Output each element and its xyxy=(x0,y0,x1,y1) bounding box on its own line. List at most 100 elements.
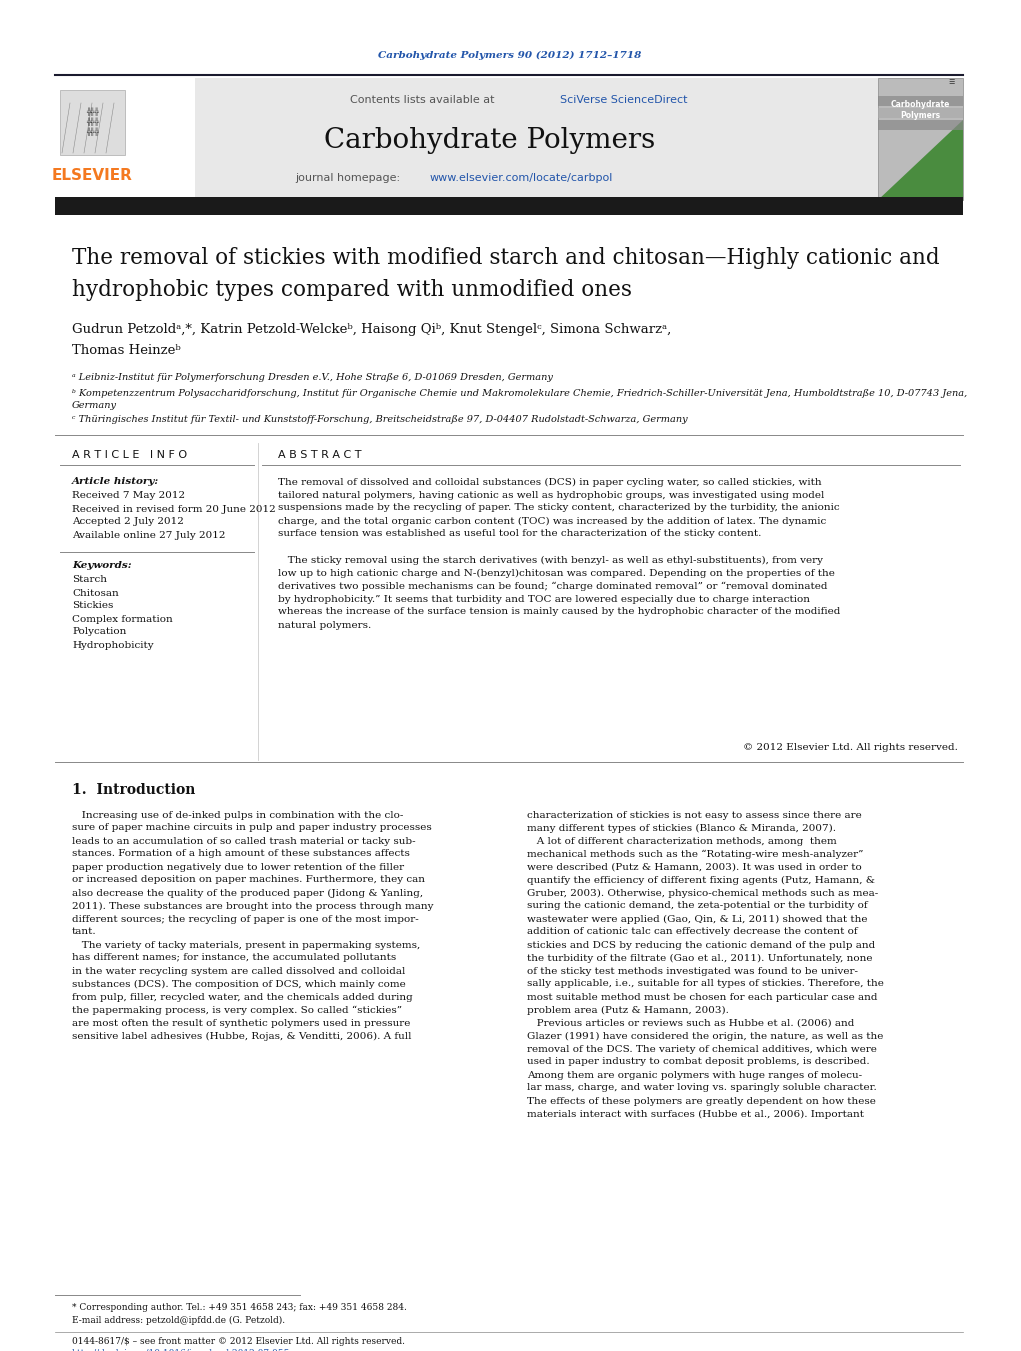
Text: Contents lists available at: Contents lists available at xyxy=(350,95,498,105)
Text: from pulp, filler, recycled water, and the chemicals added during: from pulp, filler, recycled water, and t… xyxy=(72,993,412,1001)
Text: Chitosan: Chitosan xyxy=(72,589,118,597)
Text: substances (DCS). The composition of DCS, which mainly come: substances (DCS). The composition of DCS… xyxy=(72,979,405,989)
Text: addition of cationic talc can effectively decrease the content of: addition of cationic talc can effectivel… xyxy=(527,928,858,936)
Text: in the water recycling system are called dissolved and colloidal: in the water recycling system are called… xyxy=(72,966,405,975)
Text: has different names; for instance, the accumulated pollutants: has different names; for instance, the a… xyxy=(72,954,396,962)
Bar xyxy=(55,78,963,200)
Text: many different types of stickies (Blanco & Miranda, 2007).: many different types of stickies (Blanco… xyxy=(527,824,836,832)
Text: The variety of tacky materials, present in papermaking systems,: The variety of tacky materials, present … xyxy=(72,940,421,950)
Text: Keywords:: Keywords: xyxy=(72,562,132,570)
Text: Increasing use of de-inked pulps in combination with the clo-: Increasing use of de-inked pulps in comb… xyxy=(72,811,403,820)
Text: surface tension was established as useful tool for the characterization of the s: surface tension was established as usefu… xyxy=(278,530,762,539)
Polygon shape xyxy=(878,120,963,200)
Text: charge, and the total organic carbon content (TOC) was increased by the addition: charge, and the total organic carbon con… xyxy=(278,516,826,526)
Text: problem area (Putz & Hamann, 2003).: problem area (Putz & Hamann, 2003). xyxy=(527,1005,729,1015)
Text: * Corresponding author. Tel.: +49 351 4658 243; fax: +49 351 4658 284.: * Corresponding author. Tel.: +49 351 46… xyxy=(72,1304,407,1313)
Text: tailored natural polymers, having cationic as well as hydrophobic groups, was in: tailored natural polymers, having cation… xyxy=(278,490,824,500)
Text: leads to an accumulation of so called trash material or tacky sub-: leads to an accumulation of so called tr… xyxy=(72,836,416,846)
Text: Stickies: Stickies xyxy=(72,601,113,611)
Text: ☰: ☰ xyxy=(949,78,955,85)
Text: ᵇ Kompetenzzentrum Polysaccharidforschung, Institut für Organische Chemie und Ma: ᵇ Kompetenzzentrum Polysaccharidforschun… xyxy=(72,389,967,397)
Text: materials interact with surfaces (Hubbe et al., 2006). Important: materials interact with surfaces (Hubbe … xyxy=(527,1109,864,1119)
Text: characterization of stickies is not easy to assess since there are: characterization of stickies is not easy… xyxy=(527,811,862,820)
Text: The sticky removal using the starch derivatives (with benzyl- as well as ethyl-s: The sticky removal using the starch deri… xyxy=(278,555,823,565)
Bar xyxy=(878,96,963,105)
Text: quantify the efficiency of different fixing agents (Putz, Hamann, &: quantify the efficiency of different fix… xyxy=(527,875,875,885)
Text: Among them are organic polymers with huge ranges of molecu-: Among them are organic polymers with hug… xyxy=(527,1070,862,1079)
Text: sensitive label adhesives (Hubbe, Rojas, & Venditti, 2006). A full: sensitive label adhesives (Hubbe, Rojas,… xyxy=(72,1031,411,1040)
Text: derivatives two possible mechanisms can be found; “charge dominated removal” or : derivatives two possible mechanisms can … xyxy=(278,581,827,590)
Text: Polycation: Polycation xyxy=(72,627,127,636)
Text: Carbohydrate
Polymers: Carbohydrate Polymers xyxy=(890,100,950,120)
Text: removal of the DCS. The variety of chemical additives, which were: removal of the DCS. The variety of chemi… xyxy=(527,1044,877,1054)
Bar xyxy=(60,91,125,155)
Text: SciVerse ScienceDirect: SciVerse ScienceDirect xyxy=(560,95,687,105)
Text: whereas the increase of the surface tension is mainly caused by the hydrophobic : whereas the increase of the surface tens… xyxy=(278,608,840,616)
Text: A lot of different characterization methods, among  them: A lot of different characterization meth… xyxy=(527,836,837,846)
Text: suring the cationic demand, the zeta-potential or the turbidity of: suring the cationic demand, the zeta-pot… xyxy=(527,901,868,911)
Text: Thomas Heinzeᵇ: Thomas Heinzeᵇ xyxy=(72,343,181,357)
Text: E-mail address: petzold@ipfdd.de (G. Petzold).: E-mail address: petzold@ipfdd.de (G. Pet… xyxy=(72,1316,285,1324)
Bar xyxy=(55,78,195,200)
Text: suspensions made by the recycling of paper. The sticky content, characterized by: suspensions made by the recycling of pap… xyxy=(278,504,839,512)
Text: or increased deposition on paper machines. Furthermore, they can: or increased deposition on paper machine… xyxy=(72,875,425,885)
Text: A B S T R A C T: A B S T R A C T xyxy=(278,450,361,459)
Text: http://dx.doi.org/10.1016/j.carbpol.2012.07.055: http://dx.doi.org/10.1016/j.carbpol.2012… xyxy=(72,1350,291,1351)
Text: Germany: Germany xyxy=(72,401,117,411)
Text: sally applicable, i.e., suitable for all types of stickies. Therefore, the: sally applicable, i.e., suitable for all… xyxy=(527,979,884,989)
Text: different sources; the recycling of paper is one of the most impor-: different sources; the recycling of pape… xyxy=(72,915,419,924)
Text: low up to high cationic charge and N-(benzyl)chitosan was compared. Depending on: low up to high cationic charge and N-(be… xyxy=(278,569,835,578)
Text: paper production negatively due to lower retention of the filler: paper production negatively due to lower… xyxy=(72,862,404,871)
Text: 0144-8617/$ – see front matter © 2012 Elsevier Ltd. All rights reserved.: 0144-8617/$ – see front matter © 2012 El… xyxy=(72,1337,405,1347)
Text: the papermaking process, is very complex. So called “stickies”: the papermaking process, is very complex… xyxy=(72,1005,402,1015)
Text: were described (Putz & Hamann, 2003). It was used in order to: were described (Putz & Hamann, 2003). It… xyxy=(527,862,862,871)
Text: The removal of stickies with modified starch and chitosan—Highly cationic and: The removal of stickies with modified st… xyxy=(72,247,939,269)
Text: of the sticky test methods investigated was found to be univer-: of the sticky test methods investigated … xyxy=(527,966,858,975)
Bar xyxy=(878,120,963,130)
Text: Carbohydrate Polymers: Carbohydrate Polymers xyxy=(325,127,655,154)
Text: used in paper industry to combat deposit problems, is described.: used in paper industry to combat deposit… xyxy=(527,1058,870,1066)
Text: Hydrophobicity: Hydrophobicity xyxy=(72,640,153,650)
Text: Previous articles or reviews such as Hubbe et al. (2006) and: Previous articles or reviews such as Hub… xyxy=(527,1019,855,1028)
Text: journal homepage:: journal homepage: xyxy=(295,173,400,182)
Text: 1.  Introduction: 1. Introduction xyxy=(72,784,195,797)
Text: Available online 27 July 2012: Available online 27 July 2012 xyxy=(72,531,226,539)
Text: Article history:: Article history: xyxy=(72,477,159,486)
Text: Received 7 May 2012: Received 7 May 2012 xyxy=(72,492,185,500)
Text: mechanical methods such as the “Rotating-wire mesh-analyzer”: mechanical methods such as the “Rotating… xyxy=(527,850,864,859)
Text: stickies and DCS by reducing the cationic demand of the pulp and: stickies and DCS by reducing the cationi… xyxy=(527,940,875,950)
Text: most suitable method must be chosen for each particular case and: most suitable method must be chosen for … xyxy=(527,993,877,1001)
Text: wastewater were applied (Gao, Qin, & Li, 2011) showed that the: wastewater were applied (Gao, Qin, & Li,… xyxy=(527,915,868,924)
Text: © 2012 Elsevier Ltd. All rights reserved.: © 2012 Elsevier Ltd. All rights reserved… xyxy=(743,743,958,753)
Text: 2011). These substances are brought into the process through many: 2011). These substances are brought into… xyxy=(72,901,434,911)
Bar xyxy=(878,78,963,200)
Text: sure of paper machine circuits in pulp and paper industry processes: sure of paper machine circuits in pulp a… xyxy=(72,824,432,832)
Text: are most often the result of synthetic polymers used in pressure: are most often the result of synthetic p… xyxy=(72,1019,410,1028)
Text: www.elsevier.com/locate/carbpol: www.elsevier.com/locate/carbpol xyxy=(430,173,614,182)
Text: natural polymers.: natural polymers. xyxy=(278,620,372,630)
Text: Starch: Starch xyxy=(72,576,107,585)
Text: also decrease the quality of the produced paper (Jidong & Yanling,: also decrease the quality of the produce… xyxy=(72,889,423,897)
Bar xyxy=(55,197,963,215)
Text: tant.: tant. xyxy=(72,928,97,936)
Bar xyxy=(878,108,963,118)
Text: Gudrun Petzoldᵃ,*, Katrin Petzold-Welckeᵇ, Haisong Qiᵇ, Knut Stengelᶜ, Simona Sc: Gudrun Petzoldᵃ,*, Katrin Petzold-Welcke… xyxy=(72,323,671,336)
Text: ᵃ Leibniz-Institut für Polymerforschung Dresden e.V., Hohe Straße 6, D-01069 Dre: ᵃ Leibniz-Institut für Polymerforschung … xyxy=(72,373,553,382)
Text: ╬╬╬
╬╬╬
╬╬╬: ╬╬╬ ╬╬╬ ╬╬╬ xyxy=(86,108,98,136)
Text: Received in revised form 20 June 2012: Received in revised form 20 June 2012 xyxy=(72,504,276,513)
Text: stances. Formation of a high amount of these substances affects: stances. Formation of a high amount of t… xyxy=(72,850,409,858)
Text: by hydrophobicity.” It seems that turbidity and TOC are lowered especially due t: by hydrophobicity.” It seems that turbid… xyxy=(278,594,810,604)
Text: A R T I C L E   I N F O: A R T I C L E I N F O xyxy=(72,450,187,459)
Text: hydrophobic types compared with unmodified ones: hydrophobic types compared with unmodifi… xyxy=(72,280,632,301)
Text: ELSEVIER: ELSEVIER xyxy=(52,168,133,182)
Text: The effects of these polymers are greatly dependent on how these: The effects of these polymers are greatl… xyxy=(527,1097,876,1105)
Text: Complex formation: Complex formation xyxy=(72,615,173,624)
Text: Glazer (1991) have considered the origin, the nature, as well as the: Glazer (1991) have considered the origin… xyxy=(527,1031,883,1040)
Text: The removal of dissolved and colloidal substances (DCS) in paper cycling water, : The removal of dissolved and colloidal s… xyxy=(278,477,822,486)
Text: Carbohydrate Polymers 90 (2012) 1712–1718: Carbohydrate Polymers 90 (2012) 1712–171… xyxy=(379,50,641,59)
Text: ᶜ Thüringisches Institut für Textil- und Kunststoff-Forschung, Breitscheidstraße: ᶜ Thüringisches Institut für Textil- und… xyxy=(72,416,687,424)
Text: lar mass, charge, and water loving vs. sparingly soluble character.: lar mass, charge, and water loving vs. s… xyxy=(527,1084,877,1093)
Text: Accepted 2 July 2012: Accepted 2 July 2012 xyxy=(72,517,184,527)
Text: Gruber, 2003). Otherwise, physico-chemical methods such as mea-: Gruber, 2003). Otherwise, physico-chemic… xyxy=(527,889,878,897)
Text: the turbidity of the filtrate (Gao et al., 2011). Unfortunately, none: the turbidity of the filtrate (Gao et al… xyxy=(527,954,873,962)
